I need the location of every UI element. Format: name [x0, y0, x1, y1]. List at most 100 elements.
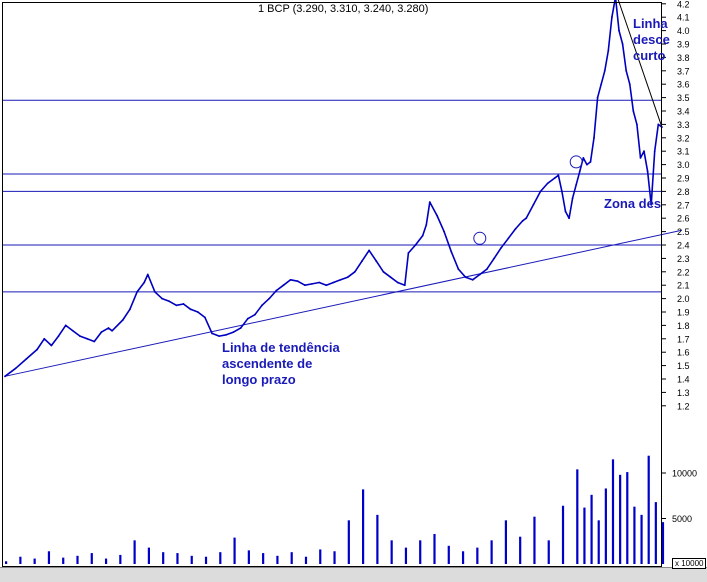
volume-bar-49 [640, 515, 642, 564]
y-tick-label-20: 2.4 [677, 241, 690, 251]
short-line-1: Linha [633, 16, 670, 32]
y-tick-label-26: 1.8 [677, 321, 690, 331]
volume-bar-21 [305, 557, 307, 564]
volume-bar-41 [583, 508, 585, 564]
volume-bar-4 [62, 558, 64, 564]
volume-bar-14 [205, 557, 207, 564]
volume-bar-34 [491, 540, 493, 564]
volume-bar-35 [505, 520, 507, 564]
y-tick-label-12: 3.2 [677, 133, 690, 143]
volume-bar-12 [176, 553, 178, 564]
volume-bar-46 [619, 475, 621, 564]
price-point-96 [618, 30, 620, 32]
price-point-102 [640, 157, 642, 159]
y-tick-label-30: 1.4 [677, 375, 690, 385]
price-point-93 [607, 50, 609, 52]
price-point-63 [450, 251, 452, 253]
price-point-67 [479, 274, 481, 276]
volume-bar-38 [548, 540, 550, 564]
y-tick-label-14: 3.0 [677, 160, 690, 170]
volume-bar-10 [148, 548, 150, 564]
price-point-98 [625, 70, 627, 72]
price-point-77 [547, 182, 549, 184]
y-tick-label-8: 3.6 [677, 80, 690, 90]
price-point-22 [168, 300, 170, 302]
long-trend-line-2: ascendente de [222, 356, 340, 372]
volume-bar-5 [76, 556, 78, 564]
price-point-24 [183, 303, 185, 305]
price-point-91 [600, 83, 602, 85]
volume-bar-51 [655, 502, 657, 564]
price-point-57 [415, 244, 417, 246]
price-point-81 [565, 211, 567, 213]
price-point-100 [632, 110, 634, 112]
volume-bar-24 [348, 520, 350, 564]
volume-bar-20 [291, 552, 293, 564]
volume-bar-3 [48, 551, 50, 564]
y-tick-label-25: 1.9 [677, 308, 690, 318]
volume-bar-26 [376, 515, 378, 564]
volume-bar-13 [191, 556, 193, 564]
price-point-15 [122, 319, 124, 321]
price-point-52 [383, 271, 385, 273]
volume-bar-7 [105, 559, 107, 564]
y-tick-label-17: 2.7 [677, 200, 690, 210]
volume-bar-31 [448, 546, 450, 564]
y-tick-label-27: 1.7 [677, 334, 690, 344]
volume-bar-50 [648, 456, 650, 564]
volume-bar-29 [419, 540, 421, 564]
price-point-68 [486, 268, 488, 270]
price-point-90 [597, 97, 599, 99]
volume-bar-52 [662, 522, 664, 564]
volume-bar-30 [433, 534, 435, 564]
price-point-49 [361, 260, 363, 262]
price-point-6 [58, 335, 60, 337]
price-point-53 [390, 276, 392, 278]
price-point-89 [593, 137, 595, 139]
price-point-54 [397, 282, 399, 284]
volume-bar-40 [576, 469, 578, 564]
price-point-28 [211, 333, 213, 335]
y-tick-label-22: 2.2 [677, 267, 690, 277]
price-point-56 [408, 252, 410, 254]
y-tick-label-7: 3.7 [677, 66, 690, 76]
y-tick-label-23: 2.1 [677, 281, 690, 291]
volume-bar-22 [319, 549, 321, 564]
price-point-106 [654, 150, 656, 152]
y-tick-label-21: 2.3 [677, 254, 690, 264]
price-point-36 [268, 298, 270, 300]
volume-bar-15 [219, 552, 221, 564]
price-point-97 [622, 43, 624, 45]
price-point-69 [493, 258, 495, 260]
volume-bar-36 [519, 537, 521, 564]
price-point-34 [254, 314, 256, 316]
vol-tick-label-0: 10000 [672, 469, 697, 479]
price-point-10 [86, 338, 88, 340]
price-point-94 [611, 16, 613, 18]
volume-bar-2 [34, 559, 36, 564]
y-tick-label-5: 3.9 [677, 40, 690, 50]
y-tick-label-28: 1.6 [677, 348, 690, 358]
volume-bar-9 [134, 540, 136, 564]
volume-bar-0 [5, 561, 7, 564]
volume-bar-32 [462, 551, 464, 564]
price-point-23 [175, 304, 177, 306]
volume-bar-33 [476, 548, 478, 564]
price-point-48 [354, 271, 356, 273]
price-point-19 [147, 274, 149, 276]
y-tick-label-9: 3.5 [677, 93, 690, 103]
price-point-32 [240, 327, 242, 329]
y-tick-label-13: 3.1 [677, 147, 690, 157]
price-point-20 [154, 291, 156, 293]
vol-tick-label-1: 5000 [672, 514, 692, 524]
volume-bar-19 [276, 556, 278, 564]
volume-bar-44 [605, 488, 607, 564]
y-tick-label-6: 3.8 [677, 53, 690, 63]
price-point-35 [261, 304, 263, 306]
short-line-2: desce [633, 32, 670, 48]
price-line [5, 0, 662, 376]
price-point-30 [225, 334, 227, 336]
price-point-59 [425, 224, 427, 226]
price-point-58 [422, 235, 424, 237]
y-tick-label-4: 4.0 [677, 26, 690, 36]
